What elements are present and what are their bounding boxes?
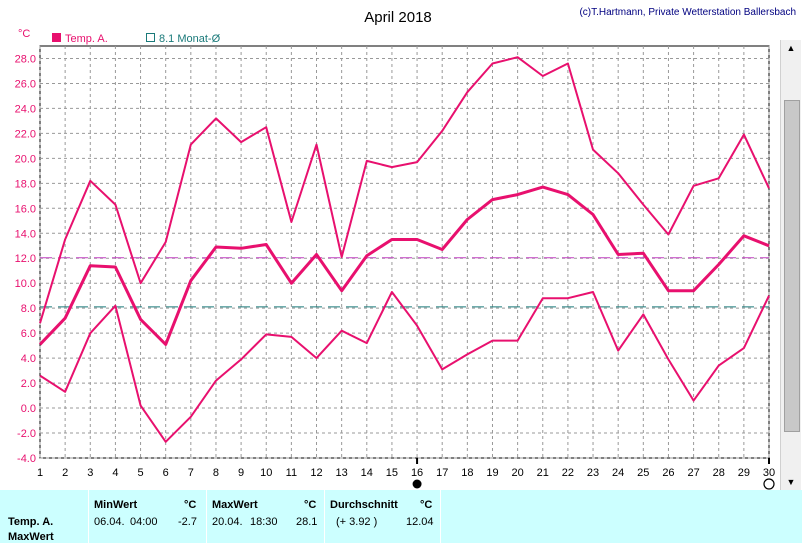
x-tick-label: 10	[260, 467, 272, 479]
max-header: MaxWert	[212, 499, 258, 511]
x-tick-label: 16	[411, 467, 423, 479]
x-tick-label: 18	[461, 467, 473, 479]
x-tick-label: 13	[336, 467, 348, 479]
y-tick-label: 16.0	[15, 203, 36, 215]
x-tick-label: 7	[188, 467, 194, 479]
x-tick-label: 30	[763, 467, 775, 479]
y-unit-label: °C	[18, 28, 30, 40]
legend: Temp. A. 8.1 Monat-Ø	[52, 33, 221, 45]
legend-swatch-month-avg	[146, 33, 155, 42]
x-tick-label: 14	[361, 467, 373, 479]
min-date: 06.04.	[94, 516, 125, 528]
y-tick-label: 8.0	[21, 303, 36, 315]
x-tick-label: 25	[637, 467, 649, 479]
x-tick-label: 4	[112, 467, 118, 479]
series-line-min	[39, 291, 770, 443]
legend-label-month-avg: 8.1 Monat-Ø	[159, 33, 221, 45]
y-tick-label: 12.0	[15, 253, 36, 265]
x-tick-label: 15	[386, 467, 398, 479]
x-tick-label: 23	[587, 467, 599, 479]
legend-swatch-temp	[52, 33, 61, 42]
chart-title: April 2018	[364, 9, 432, 26]
x-tick-label: 19	[486, 467, 498, 479]
x-tick-label: 1	[37, 467, 43, 479]
vertical-scrollbar[interactable]: ▲ ▼	[780, 40, 801, 490]
x-axis: 1 2 3 4 5 6 7 8 9 10 11 12 13 14 15 16 17 18 19 20 21 22 23 24 2…	[37, 467, 775, 479]
y-tick-label: 18.0	[15, 178, 36, 190]
y-tick-label: 2.0	[21, 378, 36, 390]
legend-label-temp: Temp. A.	[65, 33, 108, 45]
filled-circle-icon	[412, 479, 422, 489]
y-tick-label: -2.0	[17, 428, 36, 440]
x-tick-label: 24	[612, 467, 624, 479]
series-line-mean	[38, 185, 770, 346]
x-tick-label: 5	[137, 467, 143, 479]
x-tick-label: 21	[537, 467, 549, 479]
y-tick-label: 14.0	[15, 228, 36, 240]
stats-row-label-2: MaxWert	[8, 531, 54, 543]
min-unit: °C	[184, 499, 197, 511]
scroll-up-arrow-icon[interactable]: ▲	[786, 43, 796, 53]
y-tick-label: -4.0	[17, 453, 36, 465]
y-tick-label: 28.0	[15, 53, 36, 65]
scrollbar-thumb[interactable]	[784, 100, 800, 432]
statistics-panel: Temp. A. MaxWert MinWert °C 06.04. 04:00…	[0, 490, 802, 543]
x-tick-label: 27	[687, 467, 699, 479]
y-tick-label: 22.0	[15, 128, 36, 140]
x-tick-label: 11	[286, 467, 297, 479]
y-tick-label: 26.0	[15, 78, 36, 90]
series-line-max	[39, 56, 770, 324]
avg-value: 12.04	[406, 516, 434, 528]
y-tick-label: 6.0	[21, 328, 36, 340]
min-time: 04:00	[130, 516, 158, 528]
x-tick-label: 6	[163, 467, 169, 479]
open-circle-icon	[763, 478, 775, 490]
y-tick-label: 24.0	[15, 103, 36, 115]
grid	[39, 45, 770, 459]
x-tick-label: 2	[62, 467, 68, 479]
scroll-down-arrow-icon[interactable]: ▼	[786, 477, 796, 487]
y-tick-label: 20.0	[15, 153, 36, 165]
stats-row-label: Temp. A.	[8, 516, 54, 528]
x-tick-label: 22	[562, 467, 574, 479]
x-tick-label: 12	[310, 467, 322, 479]
copyright-text: (c)T.Hartmann, Private Wetterstation Bal…	[579, 7, 796, 18]
x-tick-label: 29	[738, 467, 750, 479]
x-tick-label: 8	[213, 467, 219, 479]
temperature-chart: April 2018 (c)T.Hartmann, Private Wetter…	[15, 7, 796, 490]
max-value: 28.1	[296, 516, 318, 528]
series-lines	[38, 56, 770, 443]
reference-lines	[40, 257, 769, 308]
avg-delta: (+ 3.92 )	[336, 516, 378, 528]
min-header: MinWert	[94, 499, 138, 511]
avg-unit: °C	[420, 499, 433, 511]
x-tick-label: 28	[713, 467, 725, 479]
max-time: 18:30	[250, 516, 278, 528]
x-tick-label: 17	[436, 467, 448, 479]
y-tick-label: 4.0	[21, 353, 36, 365]
plot-frame	[39, 45, 770, 459]
x-tick-label: 26	[662, 467, 674, 479]
x-tick-label: 9	[238, 467, 244, 479]
day-markers	[412, 458, 775, 490]
y-tick-label: 10.0	[15, 278, 36, 290]
avg-header: Durchschnitt	[330, 499, 398, 511]
max-date: 20.04.	[212, 516, 243, 528]
x-tick-label: 3	[87, 467, 93, 479]
y-axis: -4.0 -2.0 0.0 2.0 4.0 6.0 8.0 10.0 12.0 14.0 16.0 1…	[15, 53, 36, 465]
max-unit: °C	[304, 499, 317, 511]
y-tick-label: 0.0	[21, 403, 36, 415]
min-value: -2.7	[178, 516, 197, 528]
x-tick-label: 20	[511, 467, 523, 479]
